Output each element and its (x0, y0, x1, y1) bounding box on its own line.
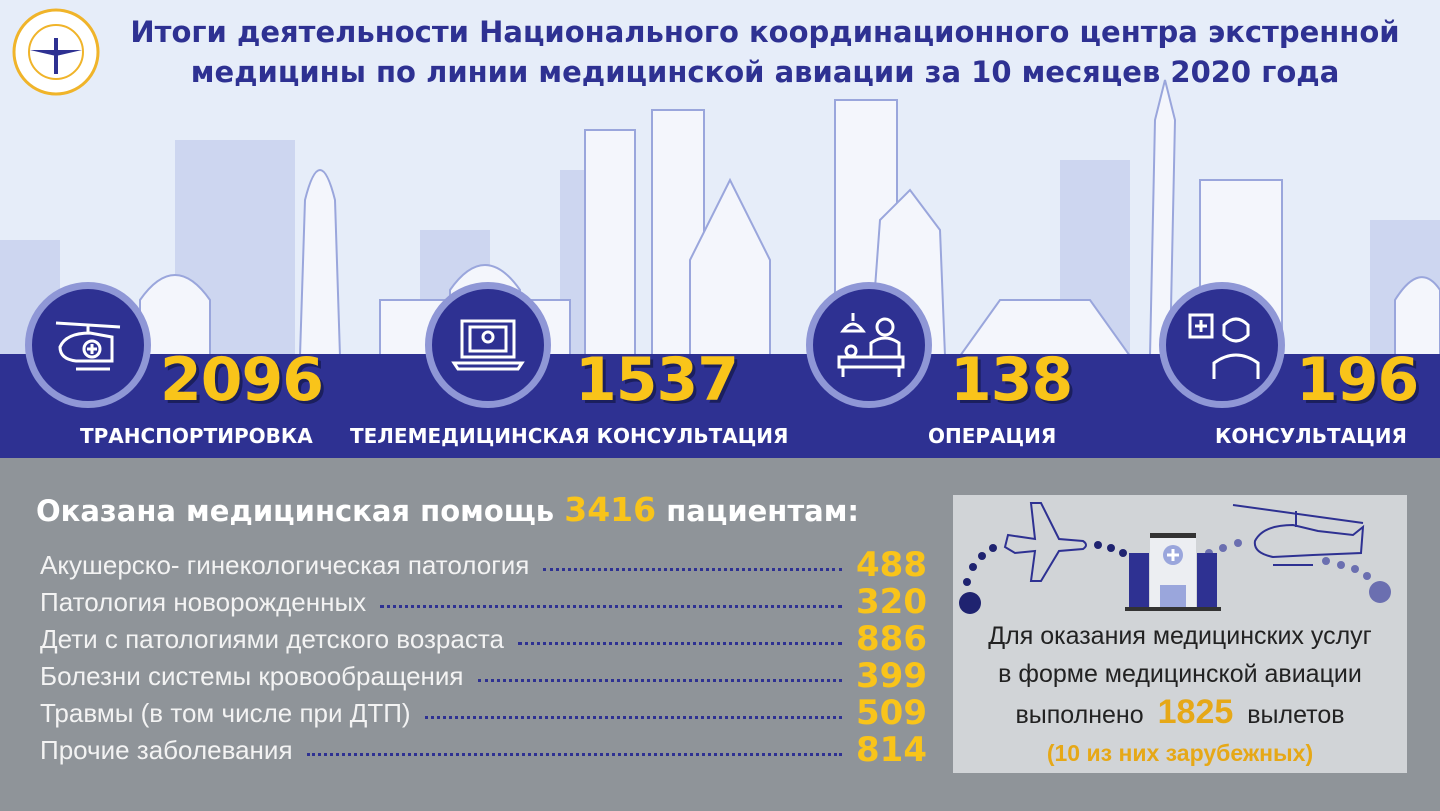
category-label: Патология новорожденных (40, 586, 367, 617)
patient-category-row: Патология новорожденных 320 (40, 582, 927, 622)
doctor-icon (1159, 282, 1285, 408)
header-skyline: Итоги деятельности Национального координ… (0, 0, 1440, 356)
stat-value-consultation: 196 (1296, 345, 1419, 415)
category-label: Травмы (в том числе при ДТП) (40, 697, 411, 728)
dotted-leader (424, 715, 842, 719)
patients-suffix: пациентам: (666, 494, 860, 528)
flights-line-2: в форме медицинской авиации (998, 660, 1362, 688)
airplane-icon (1003, 502, 1087, 582)
dotted-leader (517, 641, 842, 645)
patients-heading: Оказана медицинская помощь 3416 пациента… (36, 490, 859, 529)
flights-line-1: Для оказания медицинских услуг (988, 622, 1372, 650)
stat-value-operations: 138 (950, 345, 1073, 415)
stat-label-transport: ТРАНСПОРТИРОВКА (80, 424, 313, 448)
dotted-leader (380, 604, 842, 608)
title-line-1: Итоги деятельности Национального координ… (130, 15, 1400, 49)
category-value: 399 (856, 656, 927, 696)
stat-label-telemedicine: ТЕЛЕМЕДИЦИНСКАЯ КОНСУЛЬТАЦИЯ (350, 424, 789, 448)
patients-prefix: Оказана медицинская помощь (36, 494, 555, 528)
patient-category-row: Болезни системы кровообращения 399 (40, 656, 927, 696)
title-line-2: медицины по линии медицинской авиации за… (190, 55, 1340, 89)
flights-post: вылетов (1247, 701, 1345, 729)
category-label: Прочие заболевания (40, 734, 293, 765)
flights-note: (10 из них зарубежных) (1046, 740, 1314, 766)
patient-category-row: Прочие заболевания 814 (40, 730, 927, 770)
dotted-leader (477, 678, 842, 682)
category-value: 814 (856, 730, 927, 770)
route-illustration (959, 502, 1391, 614)
helicopter-icon (1232, 504, 1365, 566)
patient-category-row: Акушерско- гинекологическая патология 488 (40, 545, 927, 585)
stat-label-consultation: КОНСУЛЬТАЦИЯ (1215, 424, 1407, 448)
stat-value-transport: 2096 (160, 345, 324, 415)
category-value: 320 (856, 582, 927, 622)
category-value: 488 (856, 545, 927, 585)
category-label: Болезни системы кровообращения (40, 660, 464, 691)
laptop-medical-icon (425, 282, 551, 408)
helicopter-icon (25, 282, 151, 408)
stat-value-telemedicine: 1537 (575, 345, 739, 415)
patient-category-row: Дети с патологиями детского возраста 886 (40, 619, 927, 659)
flights-panel: Для оказания медицинских услуг в форме м… (953, 495, 1407, 773)
hospital-icon (1125, 533, 1221, 611)
patient-category-row: Травмы (в том числе при ДТП) 509 (40, 693, 927, 733)
category-value: 886 (856, 619, 927, 659)
flights-text: Для оказания медицинских услуг в форме м… (953, 617, 1407, 772)
category-value: 509 (856, 693, 927, 733)
category-label: Дети с патологиями детского возраста (40, 623, 504, 654)
dotted-leader (306, 752, 842, 756)
stat-label-operations: ОПЕРАЦИЯ (928, 424, 1057, 448)
logo (12, 8, 100, 96)
city-skyline-illustration (0, 79, 1440, 356)
page-title: Итоги деятельности Национального координ… (100, 12, 1430, 92)
dotted-leader (543, 567, 842, 571)
flights-count: 1825 (1157, 693, 1234, 731)
category-label: Акушерско- гинекологическая патология (40, 549, 530, 580)
patients-count: 3416 (564, 490, 657, 529)
surgery-icon (806, 282, 932, 408)
flights-pre: выполнено (1015, 701, 1144, 729)
